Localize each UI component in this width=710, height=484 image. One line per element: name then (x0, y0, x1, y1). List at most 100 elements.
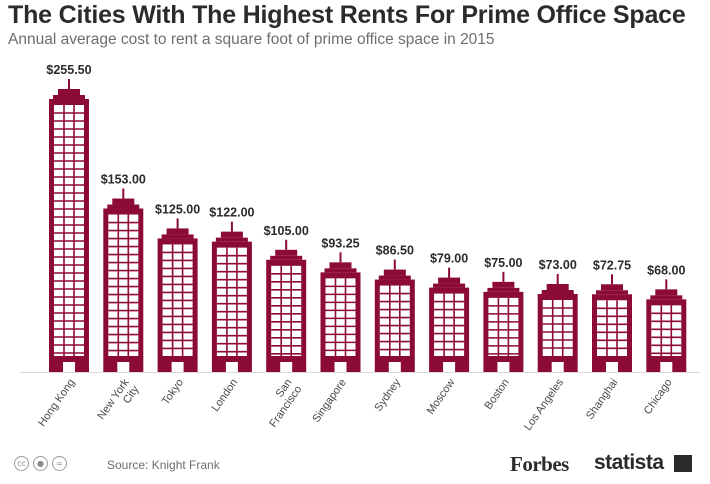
statista-logo[interactable]: statista (594, 451, 664, 474)
bar-antenna-6 (339, 252, 342, 263)
source-note: Source: Knight Frank (107, 458, 220, 472)
category-label-line: Moscow (425, 377, 458, 417)
bar-windows-6 (325, 278, 356, 356)
statista-logo-icon (674, 455, 692, 472)
category-label-3: Tokyo (160, 377, 186, 407)
bar-roof-4 (215, 237, 248, 242)
bar-antenna-10 (556, 274, 559, 284)
value-label-7: $86.50 (376, 244, 414, 258)
category-label-5: SanFrancisco (257, 377, 304, 430)
bar-roof-7 (378, 275, 411, 280)
bar-door-10 (551, 362, 564, 372)
bar-windows-4 (216, 247, 247, 356)
bar-windows-5 (271, 265, 302, 356)
bar-antenna-12 (665, 279, 668, 290)
bar-roof-top-1 (58, 89, 80, 95)
bar-roof-8 (433, 283, 466, 288)
license-icons: cc ● = (14, 456, 67, 471)
category-label-10: Los Angeles (522, 376, 566, 432)
bar-roof-top-4 (220, 231, 243, 238)
category-label-line: Singapore (310, 377, 349, 425)
category-label-12: Chicago (642, 377, 675, 417)
value-label-2: $153.00 (101, 173, 146, 187)
category-label-line: Boston (482, 377, 511, 412)
bar-roof-1 (53, 95, 85, 99)
forbes-logo[interactable]: Forbes (510, 452, 569, 476)
bar-antenna-1 (68, 79, 70, 89)
bar-antenna-11 (611, 274, 613, 285)
category-label-8: Moscow (425, 377, 458, 417)
category-label-4: London (209, 377, 240, 414)
category-label-line: Tokyo (160, 377, 186, 407)
value-label-8: $79.00 (430, 252, 468, 266)
bar-roof-top-11 (601, 284, 623, 291)
category-label-line: Sydney (372, 376, 403, 413)
bar-antenna-7 (393, 259, 396, 270)
bar-roof-top-10 (546, 284, 569, 290)
bar-antenna-2 (122, 188, 125, 199)
chart-title: The Cities With The Highest Rents For Pr… (8, 1, 686, 29)
value-label-12: $68.00 (647, 263, 685, 277)
value-label-4: $122.00 (209, 206, 254, 220)
bar-door-1 (63, 362, 75, 372)
category-label-7: Sydney (372, 376, 403, 413)
bar-door-8 (443, 362, 456, 372)
value-label-10: $73.00 (539, 258, 577, 272)
category-label-line: Hong Kong (36, 377, 77, 429)
bar-roof-5 (270, 255, 303, 260)
bar-roof-top-5 (275, 249, 298, 256)
bar-roof-10 (541, 290, 574, 294)
bar-windows-11 (597, 300, 627, 356)
chart-subtitle: Annual average cost to rent a square foo… (8, 31, 495, 48)
bar-antenna-9 (502, 271, 505, 282)
bar-windows-1 (54, 105, 84, 356)
bar-door-4 (225, 362, 238, 372)
bar-roof-top-2 (112, 198, 135, 205)
bar-roof-top-9 (492, 281, 515, 288)
value-label-3: $125.00 (155, 202, 200, 216)
bar-door-3 (171, 362, 184, 372)
no-derivatives-icon[interactable]: = (52, 456, 67, 471)
bar-antenna-5 (285, 239, 288, 250)
bar-roof-2 (107, 204, 140, 209)
value-label-6: $93.25 (321, 236, 359, 250)
value-label-9: $75.00 (484, 256, 522, 270)
bar-roof-11 (596, 290, 628, 295)
bar-door-6 (334, 362, 347, 372)
bar-antenna-3 (176, 218, 179, 229)
bar-roof-3 (161, 234, 194, 239)
category-label-line: Shanghai (584, 377, 621, 422)
bar-roof-top-8 (438, 277, 461, 284)
category-label-1: Hong Kong (36, 377, 77, 429)
bar-door-5 (280, 362, 293, 372)
bar-antenna-4 (230, 221, 233, 232)
bar-door-9 (497, 362, 510, 372)
category-label-line: Chicago (642, 377, 675, 417)
creative-commons-icon[interactable]: cc (14, 456, 29, 471)
bar-antenna-8 (448, 267, 451, 278)
bar-door-2 (117, 362, 130, 372)
bar-door-12 (660, 362, 673, 372)
bar-door-11 (606, 362, 618, 372)
value-label-1: $255.50 (46, 63, 91, 77)
category-label-9: Boston (482, 377, 511, 412)
attribution-icon[interactable]: ● (33, 456, 48, 471)
category-label-line: London (209, 377, 240, 414)
category-label-11: Shanghai (584, 377, 621, 422)
bar-roof-top-7 (383, 269, 406, 276)
bar-roof-top-6 (329, 262, 352, 269)
bar-roof-top-12 (655, 289, 678, 296)
bar-windows-7 (379, 285, 410, 356)
category-label-line: Los Angeles (522, 376, 566, 432)
bar-roof-top-3 (166, 228, 189, 235)
bar-door-7 (388, 362, 401, 372)
bar-roof-12 (650, 295, 683, 300)
value-label-5: $105.00 (264, 224, 309, 238)
bar-roof-9 (487, 287, 520, 292)
bar-roof-6 (324, 268, 357, 273)
bar-windows-10 (542, 300, 573, 356)
value-label-11: $72.75 (593, 258, 631, 272)
category-label-2: New YorkCity (95, 376, 142, 428)
category-label-6: Singapore (310, 377, 349, 425)
